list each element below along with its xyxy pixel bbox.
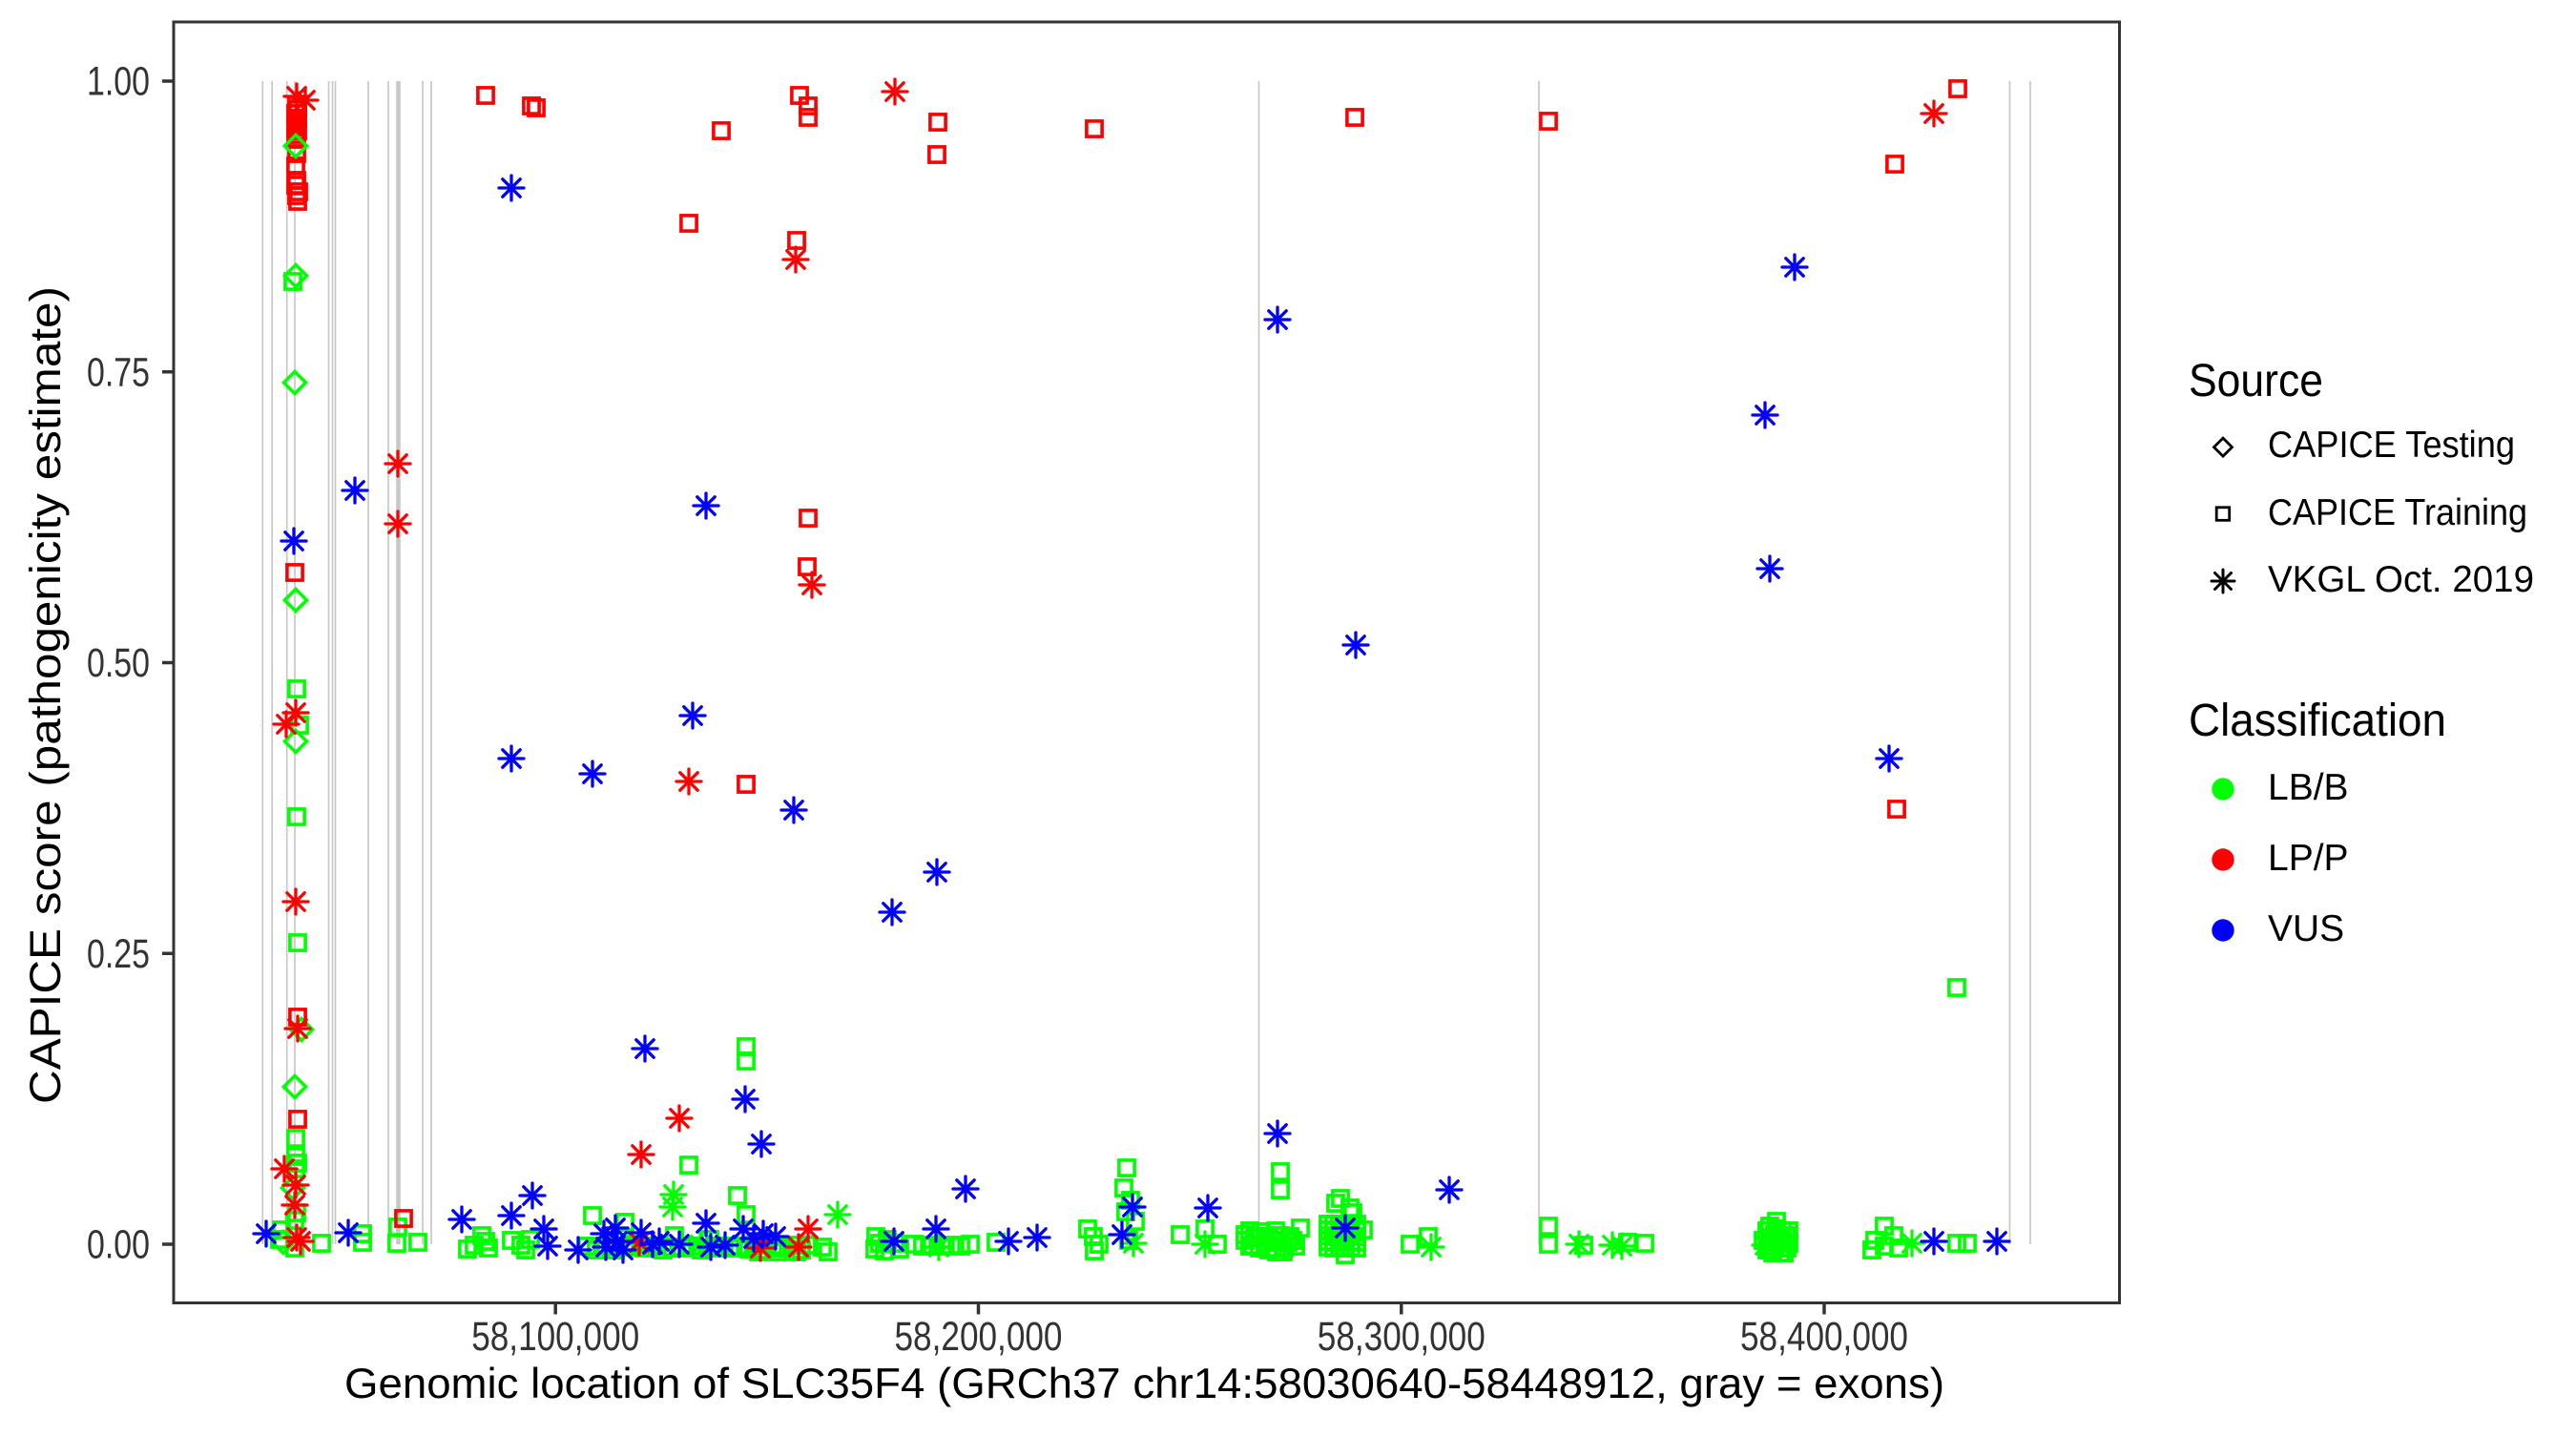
svg-text:LP/P: LP/P	[2268, 838, 2349, 879]
svg-text:VUS: VUS	[2268, 908, 2344, 949]
svg-text:CAPICE score (pathogenicity es: CAPICE score (pathogenicity estimate)	[21, 286, 70, 1104]
svg-text:CAPICE Training: CAPICE Training	[2268, 492, 2527, 533]
svg-text:Genomic location of SLC35F4 (G: Genomic location of SLC35F4 (GRCh37 chr1…	[344, 1361, 1944, 1407]
svg-text:1.00: 1.00	[87, 59, 150, 105]
svg-text:58,300,000: 58,300,000	[1318, 1314, 1485, 1360]
svg-text:LB/B: LB/B	[2268, 767, 2349, 808]
svg-text:58,100,000: 58,100,000	[471, 1314, 639, 1360]
svg-text:Classification: Classification	[2189, 696, 2446, 746]
svg-text:58,400,000: 58,400,000	[1740, 1314, 1908, 1360]
svg-text:0.75: 0.75	[87, 349, 150, 395]
svg-text:Source: Source	[2189, 356, 2323, 406]
svg-text:VKGL Oct. 2019: VKGL Oct. 2019	[2268, 559, 2534, 600]
svg-text:58,200,000: 58,200,000	[895, 1314, 1063, 1360]
svg-text:CAPICE Testing: CAPICE Testing	[2268, 425, 2515, 466]
svg-text:0.00: 0.00	[87, 1222, 150, 1268]
svg-text:0.25: 0.25	[87, 931, 150, 977]
svg-text:0.50: 0.50	[87, 640, 150, 686]
